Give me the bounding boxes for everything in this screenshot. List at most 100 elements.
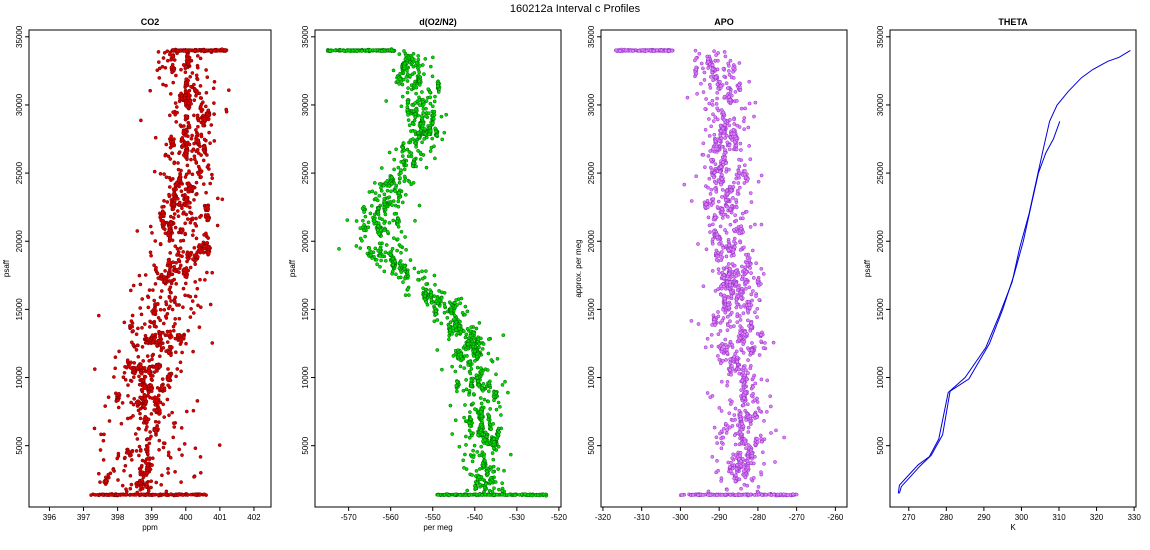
scatter-point: [707, 223, 712, 228]
scatter-point: [724, 254, 729, 259]
scatter-point: [148, 224, 153, 229]
scatter-point: [413, 112, 418, 117]
scatter-point: [693, 58, 697, 63]
scatter-point: [130, 313, 135, 318]
scatter-point: [413, 101, 417, 105]
scatter-point: [206, 108, 211, 113]
scatter-point: [159, 272, 164, 277]
scatter-point: [429, 145, 434, 150]
scatter-point: [379, 188, 384, 193]
scatter-point: [146, 390, 151, 395]
scatter-point: [176, 167, 181, 172]
scatter-point: [738, 248, 743, 252]
scatter-point: [400, 200, 405, 205]
x-tick-label: 402: [247, 513, 261, 522]
scatter-point: [689, 199, 694, 203]
scatter-point: [455, 380, 460, 384]
scatter-point: [169, 334, 174, 339]
scatter-point: [430, 104, 435, 109]
scatter-point: [703, 127, 708, 132]
scatter-point: [107, 419, 112, 423]
scatter-point: [194, 160, 199, 164]
scatter-point: [157, 276, 162, 281]
scatter-point: [724, 81, 729, 86]
scatter-point: [473, 359, 477, 363]
scatter-point: [484, 435, 489, 439]
scatter-point: [403, 293, 408, 298]
scatter-point: [719, 177, 724, 181]
scatter-point: [102, 432, 106, 437]
scatter-point: [155, 271, 160, 276]
scatter-point: [395, 219, 400, 223]
scatter-point: [711, 197, 716, 201]
scatter-point: [195, 54, 200, 58]
scatter-point: [181, 211, 185, 216]
scatter-point: [449, 308, 454, 313]
scatter-point: [195, 254, 200, 259]
scatter-point: [168, 92, 173, 96]
scatter-point: [167, 279, 172, 283]
scatter-point: [715, 205, 720, 209]
scatter-point: [123, 455, 127, 460]
y-tick-label: 15000: [301, 298, 310, 321]
scatter-point: [188, 294, 193, 299]
scatter-point: [140, 387, 144, 392]
scatter-point: [501, 333, 506, 338]
scatter-point: [189, 250, 194, 255]
scatter-point: [413, 218, 417, 223]
scatter-point: [168, 145, 173, 150]
scatter-point: [197, 325, 202, 330]
scatter-point: [167, 264, 172, 269]
scatter-point: [749, 292, 754, 297]
scatter-point: [720, 318, 725, 323]
scatter-point: [131, 414, 135, 418]
scatter-point: [138, 306, 143, 310]
scatter-point: [140, 458, 145, 463]
scatter-point: [415, 65, 420, 70]
scatter-point: [483, 437, 487, 442]
scatter-point: [747, 285, 752, 290]
scatter-point: [723, 54, 728, 59]
scatter-point: [158, 214, 163, 218]
scatter-point: [193, 280, 198, 284]
scatter-point: [179, 426, 184, 430]
scatter-point: [168, 157, 173, 161]
scatter-point: [722, 74, 727, 79]
scatter-point: [150, 396, 155, 401]
scatter-point: [721, 359, 725, 363]
scatter-point: [492, 486, 496, 491]
scatter-point: [174, 120, 179, 124]
scatter-point: [116, 478, 120, 482]
scatter-point: [161, 56, 166, 60]
scatter-point: [174, 73, 178, 78]
scatter-point: [196, 303, 200, 308]
scatter-point: [140, 395, 144, 400]
scatter-point: [702, 78, 707, 82]
scatter-point: [172, 264, 177, 269]
scatter-point: [181, 130, 186, 135]
scatter-point: [128, 288, 133, 293]
scatter-point: [480, 461, 485, 466]
scatter-point: [696, 242, 700, 246]
scatter-point: [701, 152, 706, 157]
scatter-point: [183, 90, 188, 94]
scatter-point: [506, 390, 510, 395]
scatter-point: [363, 214, 368, 219]
scatter-point: [399, 270, 404, 274]
scatter-point: [135, 437, 140, 441]
scatter-point: [476, 382, 481, 387]
scatter-point: [475, 481, 480, 485]
scatter-point: [716, 310, 720, 314]
scatter-point: [739, 106, 744, 111]
scatter-point: [419, 114, 424, 118]
scatter-point: [360, 49, 364, 53]
scatter-point: [725, 487, 729, 492]
scatter-point: [401, 160, 406, 164]
scatter-point: [208, 141, 212, 146]
scatter-point: [757, 298, 762, 302]
scatter-point: [155, 398, 159, 403]
scatter-point: [223, 48, 228, 53]
scatter-point: [177, 176, 182, 181]
scatter-point: [204, 241, 209, 245]
